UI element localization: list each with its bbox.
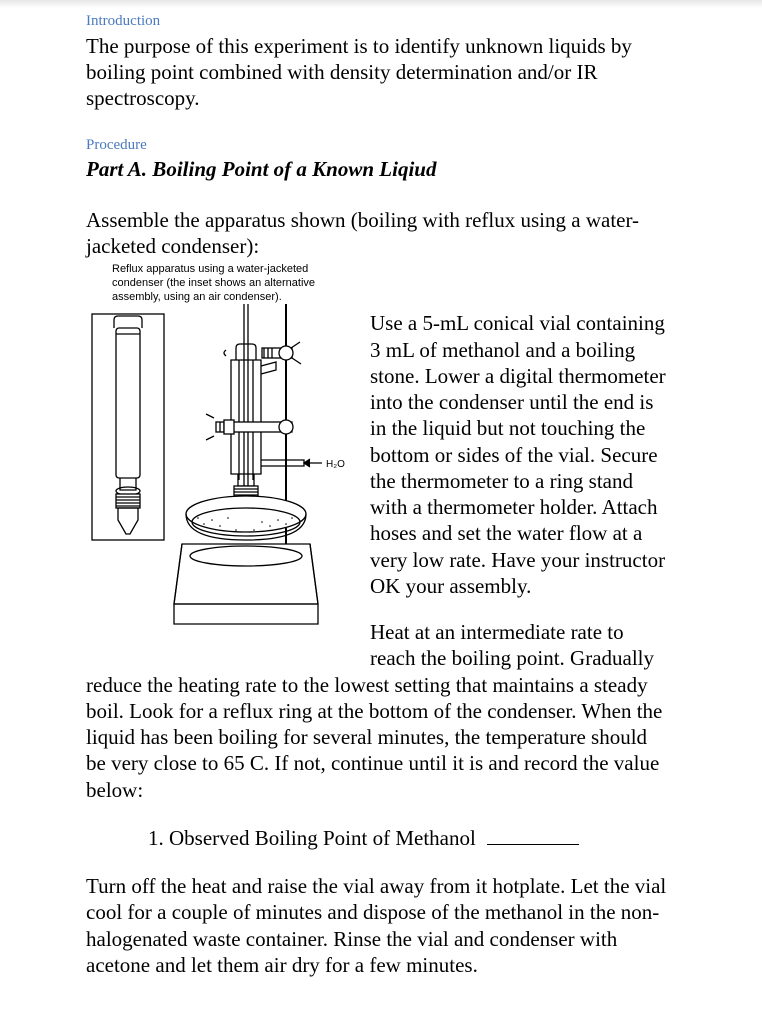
apparatus-figure: H₂O: [86, 304, 358, 644]
heat-paragraph: Heat at an intermediate rate to reach th…: [86, 619, 672, 803]
apparatus-block: H₂O Use a 5-mL conical vial containing 3…: [86, 304, 672, 803]
page-top-shadow: [0, 0, 762, 8]
turn-off-paragraph: Turn off the heat and raise the vial awa…: [86, 873, 672, 978]
reflux-apparatus-svg: H₂O: [86, 304, 358, 644]
observed-bp-item: 1. Observed Boiling Point of Methanol: [148, 825, 672, 851]
part-a-title: Part A. Boiling Point of a Known Liqiud: [86, 156, 672, 182]
observed-bp-label: 1. Observed Boiling Point of Methanol: [148, 826, 476, 850]
introduction-label: Introduction: [86, 12, 672, 31]
figure-caption: Reflux apparatus using a water-jacketed …: [112, 263, 322, 304]
introduction-text: The purpose of this experiment is to ide…: [86, 33, 672, 112]
h2o-label: H₂O: [326, 459, 345, 470]
procedure-label: Procedure: [86, 136, 672, 155]
document-page: Introduction The purpose of this experim…: [0, 0, 762, 1018]
assemble-paragraph: Assemble the apparatus shown (boiling wi…: [86, 207, 672, 260]
observed-bp-blank[interactable]: [487, 844, 579, 845]
